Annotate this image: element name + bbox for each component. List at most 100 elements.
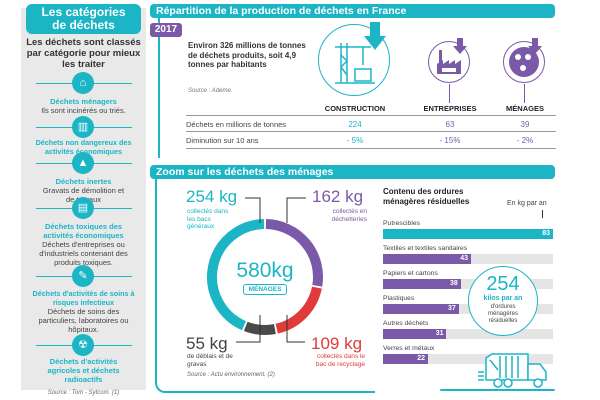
bar-track: 38 [383, 279, 553, 289]
categories-title-line2: de déchets [52, 18, 115, 32]
arrow-down-icon [457, 38, 463, 46]
year-badge: 2017 [150, 23, 182, 37]
bar-label: Verres et métaux [383, 345, 435, 352]
table-cell: - 2% [516, 136, 534, 145]
leader-line [286, 197, 306, 223]
categories-intro: Les déchets sont classés par catégorie p… [26, 37, 141, 70]
category-desc: Déchets de soins des particuliers, labor… [38, 307, 129, 334]
bar-label: Autres déchets [383, 320, 429, 327]
bar-track: 83 [383, 229, 553, 239]
table-cell: - 15% [439, 136, 461, 145]
column-header-construction: CONSTRUCTION [324, 104, 386, 113]
section2-source: Source : Actu environnement. (2) [187, 372, 275, 378]
table-cell: - 5% [346, 136, 364, 145]
table-divider [186, 131, 556, 132]
residual-unit: En kg par an [507, 200, 547, 207]
category-title: Déchets toxiques des activités économiqu… [43, 222, 124, 240]
table-divider [186, 148, 556, 149]
arrow-down-icon [542, 210, 543, 218]
bar-track: 22 [383, 354, 553, 364]
timeline-line [158, 18, 160, 158]
bar-track: 31 [383, 329, 553, 339]
entreprises-circle [428, 41, 470, 83]
segment-desc: collectés en déchetteries [331, 208, 367, 223]
donut-segment [265, 219, 323, 287]
radioactive-icon: ☢ [72, 334, 94, 356]
bar-label: Putrescibles [383, 220, 421, 227]
kilos-line1: kilos par an [483, 295, 523, 302]
categories-source: Source : Tom - Sytcom. (1) [47, 390, 120, 396]
segment-desc: collectés dans les bacs généraux [187, 208, 229, 230]
menages-circle [503, 41, 545, 83]
residual-title: Contenu des ordures ménagères résiduelle… [383, 187, 469, 206]
segment-desc: de déblais et de gravas [187, 353, 233, 368]
category-desc: Déchets d'entreprises ou d'industriels c… [39, 240, 128, 267]
row-label: Déchets en millions de tonnes [186, 120, 287, 129]
section2-frame [155, 178, 375, 393]
kilos-number: 254 [486, 273, 520, 295]
table-divider [186, 115, 556, 116]
category-title: Déchets inertes [55, 177, 112, 186]
bar: 83 [383, 229, 553, 239]
bar: 38 [383, 279, 461, 289]
road-line [440, 389, 555, 391]
stem [524, 84, 525, 103]
table-cell: 63 [445, 120, 455, 129]
arrow-down-head [453, 46, 467, 54]
segment-value: 55 kg [186, 334, 228, 353]
residual-title-line1: Contenu des ordures [383, 187, 464, 196]
table-cell: 224 [348, 120, 362, 129]
column-header-menages: MÉNAGES [506, 104, 544, 113]
category-title: Déchets non dangereux des activités écon… [35, 138, 132, 156]
kilos-line2: d'ordures ménagères résiduelles [487, 304, 519, 324]
donut-segment [275, 286, 322, 334]
bar-label: Textiles et textiles sanitaires [383, 245, 468, 252]
segment-desc: collectés dans le bac de recyclage [315, 353, 365, 368]
table-cell: 39 [520, 120, 530, 129]
donut-segment [207, 219, 265, 331]
bar: 22 [383, 354, 429, 364]
section1-source: Source : Ademe. [188, 88, 233, 94]
category-title: Déchets ménagers [50, 97, 117, 106]
category-title: Déchets d'activités de soins à risques i… [32, 289, 135, 307]
category-title: Déchets d'activités agricoles et déchets… [47, 357, 120, 384]
bar: 43 [383, 254, 472, 264]
bar: 31 [383, 329, 447, 339]
category-desc: Ils sont incinérés ou triés. [41, 106, 126, 115]
garbage-truck-icon [478, 353, 547, 388]
section1-title: Répartition de la production de déchets … [150, 4, 555, 18]
segment-value: 162 kg [312, 187, 364, 206]
barrel-icon: ▤ [72, 197, 94, 219]
row-label: Diminution sur 10 ans [186, 136, 259, 145]
factory-icon [437, 50, 461, 74]
categories-title: Les catégories de déchets [26, 4, 141, 34]
house-icon: ⌂ [72, 72, 94, 94]
categories-title-line1: Les catégories [41, 5, 126, 19]
stem [449, 84, 450, 103]
syringe-icon: ✎ [72, 265, 94, 287]
arrow-down-head [528, 46, 542, 54]
people-icon [509, 47, 539, 77]
rubble-icon: ▲ [72, 152, 94, 174]
leader-lines [236, 197, 306, 343]
column-header-entreprises: ENTREPRISES [423, 104, 477, 113]
residual-title-line2: ménagères résiduelles [383, 196, 470, 206]
segment-value: 254 kg [186, 187, 238, 206]
bar-track: 43 [383, 254, 553, 264]
section2-title: Zoom sur les déchets des ménages [150, 165, 555, 179]
donut-total-label: MÉNAGES [243, 284, 287, 295]
leader-line [236, 315, 261, 343]
arrow-down-head [364, 36, 386, 50]
factory-icon: ▥ [72, 116, 94, 138]
arrow-down-icon [370, 22, 380, 36]
production-intro: Environ 326 millions de tonnes de déchet… [188, 41, 306, 69]
kilos-callout: 254 kilos par an d'ordures ménagères rés… [468, 266, 538, 336]
bar-label: Papiers et cartons [383, 270, 438, 277]
arrow-down-icon [532, 38, 538, 46]
bar: 37 [383, 304, 459, 314]
leader-line [245, 197, 261, 223]
bar-label: Plastiques [383, 295, 415, 302]
segment-value: 109 kg [311, 334, 363, 353]
leader-line [286, 315, 305, 343]
donut-total: 580kg [236, 259, 294, 282]
